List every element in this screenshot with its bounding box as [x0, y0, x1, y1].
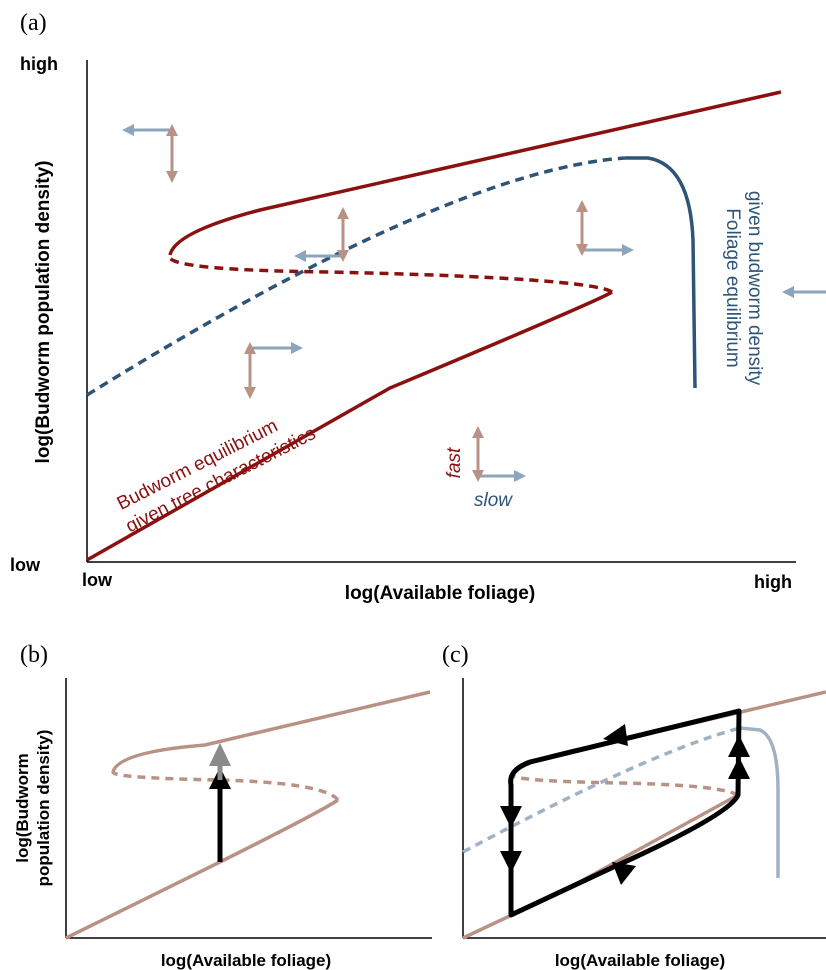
budworm-unstable-branch: [167, 254, 613, 294]
panel-b-y-axis-title-line1: log(Budworm: [13, 753, 32, 863]
foliage-label-line1: Foliage equilibrium: [722, 208, 743, 367]
cycle-arrow-down-2: [500, 851, 522, 873]
panel-b-y-axis-title-line2: population density): [34, 730, 53, 887]
panel-c-lower-branch: [462, 793, 739, 940]
grey-arrow-head: [209, 743, 231, 766]
cycle-arrow-right: [612, 862, 636, 885]
panel-a-label: (a): [20, 10, 47, 36]
y-axis-high-label: high: [20, 54, 58, 74]
direction-arrows-upper-middle: [294, 207, 349, 262]
cycle-arrow-left: [603, 724, 628, 746]
panel-c-upper-branch: [511, 690, 826, 776]
panel-b-label: (b): [20, 642, 48, 668]
panel-b-lower-branch: [65, 798, 339, 940]
budworm-curve-label: Budworm equilibrium given tree character…: [114, 415, 320, 537]
panel-b-y-axis-title: log(Budworm population density): [13, 730, 53, 887]
panel-a-x-axis-title: log(Available foliage): [345, 583, 535, 604]
panel-c-unstable-branch: [511, 773, 739, 797]
panel-b-unstable-branch: [111, 770, 340, 802]
legend-fast-label: fast: [444, 447, 465, 478]
budworm-upper-stable-branch: [168, 90, 782, 256]
panel-a: (a) high low low high log(Available foli…: [10, 10, 826, 604]
panel-a-y-axis-title: log(Budworm population density): [33, 161, 54, 464]
panel-c-label: (c): [442, 642, 469, 668]
cycle-arrow-up-2: [728, 735, 750, 757]
direction-arrows-top-left: [122, 124, 178, 183]
y-axis-low-label: low: [10, 555, 41, 575]
panel-c-foliage-stable-branch: [739, 726, 780, 878]
panel-b-x-axis-title: log(Available foliage): [161, 951, 331, 970]
foliage-label-line2: given budworm density: [744, 191, 765, 386]
cycle-arrow-up-1: [728, 757, 750, 779]
foliage-curve-label: Foliage equilibrium given budworm densit…: [722, 191, 765, 386]
outbreak-limit-cycle: [508, 708, 742, 918]
outbreak-jump-arrow: [209, 743, 231, 862]
x-axis-high-label: high: [754, 572, 792, 592]
panel-c: (c) log(Available foliage): [442, 642, 826, 970]
panel-b-upper-branch: [111, 690, 431, 773]
budworm-lower-stable-branch: [86, 290, 613, 562]
foliage-unstable-branch: [86, 156, 626, 397]
panel-b: (b) log(Available foliage) log(Budworm p…: [13, 642, 432, 970]
direction-arrows-upper-right: [576, 200, 634, 256]
foliage-stable-branch: [625, 156, 697, 389]
panel-c-x-axis-title: log(Available foliage): [555, 951, 725, 970]
legend-slow-label: slow: [474, 490, 513, 511]
cycle-arrow-down-1: [500, 806, 522, 828]
x-axis-low-label: low: [82, 570, 113, 590]
direction-arrows-middle-left: [244, 342, 303, 399]
speed-legend: fast slow: [444, 426, 526, 511]
